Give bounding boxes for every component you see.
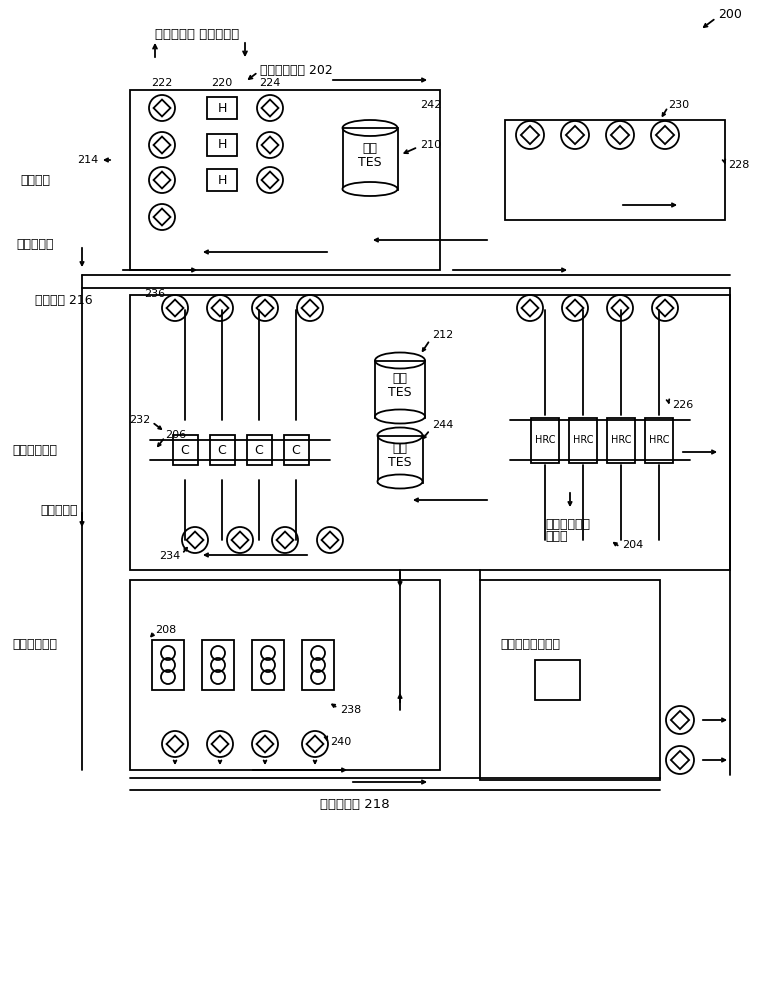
Text: 前往建筑物: 前往建筑物: [40, 504, 78, 516]
Bar: [375, 360, 425, 418]
Text: 244: 244: [432, 420, 453, 430]
Text: 232: 232: [129, 415, 150, 425]
Bar: [569, 418, 597, 462]
Text: 200: 200: [718, 8, 742, 21]
Bar: [130, 90, 440, 270]
Bar: [130, 580, 440, 770]
Text: 冷却器子设施: 冷却器子设施: [12, 444, 57, 456]
Text: 240: 240: [330, 737, 351, 747]
Text: C: C: [218, 444, 226, 456]
Bar: [207, 134, 237, 156]
Text: 236: 236: [144, 289, 165, 299]
Bar: [535, 660, 580, 700]
Text: 210: 210: [420, 140, 441, 150]
Text: 子设施: 子设施: [545, 530, 567, 544]
Bar: [207, 97, 237, 119]
Text: 热回收冷却器: 热回收冷却器: [545, 518, 590, 532]
Text: TES: TES: [388, 456, 412, 468]
Text: 234: 234: [159, 551, 180, 561]
Bar: [284, 435, 308, 465]
Text: 冷水回路 216: 冷水回路 216: [35, 294, 93, 306]
Text: 224: 224: [260, 78, 281, 88]
Bar: [207, 169, 237, 191]
Bar: [209, 435, 235, 465]
Text: C: C: [291, 444, 301, 456]
Text: 热的: 热的: [363, 141, 377, 154]
Bar: [302, 640, 334, 690]
Bar: [645, 418, 673, 462]
Text: 冷凝水回路 218: 冷凝水回路 218: [320, 798, 390, 812]
Text: 加热器子设施 202: 加热器子设施 202: [260, 64, 332, 77]
Text: 222: 222: [151, 78, 173, 88]
Bar: [252, 640, 284, 690]
Text: H: H: [217, 138, 226, 151]
Ellipse shape: [343, 182, 398, 196]
Text: 238: 238: [340, 705, 361, 715]
Text: C: C: [181, 444, 189, 456]
Ellipse shape: [377, 475, 422, 488]
Text: HRC: HRC: [649, 435, 670, 445]
Bar: [607, 418, 635, 462]
Bar: [152, 640, 184, 690]
Bar: [343, 128, 398, 190]
Text: 来自建筑物: 来自建筑物: [16, 238, 53, 251]
Text: 230: 230: [668, 100, 689, 110]
Bar: [480, 580, 660, 780]
Ellipse shape: [375, 410, 425, 424]
Text: HRC: HRC: [535, 435, 555, 445]
Bar: [173, 435, 198, 465]
Text: 热水回路: 热水回路: [20, 174, 50, 186]
Bar: [377, 436, 422, 483]
Text: 212: 212: [432, 330, 453, 340]
Bar: [246, 435, 271, 465]
Text: 204: 204: [622, 540, 643, 550]
Text: 冷却塔子设施: 冷却塔子设施: [12, 639, 57, 652]
Text: 226: 226: [672, 400, 694, 410]
Text: C: C: [255, 444, 264, 456]
Text: 热交换器（排热）: 热交换器（排热）: [500, 639, 560, 652]
Text: 214: 214: [77, 155, 98, 165]
Bar: [505, 120, 725, 220]
Text: 228: 228: [728, 160, 749, 170]
Bar: [130, 295, 730, 570]
Text: TES: TES: [388, 385, 412, 398]
Bar: [202, 640, 234, 690]
Text: 前往建筑物 来自建筑物: 前往建筑物 来自建筑物: [155, 28, 239, 41]
Bar: [531, 418, 559, 462]
Text: 220: 220: [212, 78, 232, 88]
Text: HRC: HRC: [573, 435, 593, 445]
Text: 208: 208: [155, 625, 176, 635]
Text: 206: 206: [165, 430, 186, 440]
Text: HRC: HRC: [611, 435, 632, 445]
Text: 242: 242: [420, 100, 442, 110]
Text: TES: TES: [358, 155, 382, 168]
Text: 冷的: 冷的: [392, 442, 408, 454]
Text: 冷的: 冷的: [392, 371, 408, 384]
Text: H: H: [217, 102, 226, 114]
Text: H: H: [217, 174, 226, 186]
